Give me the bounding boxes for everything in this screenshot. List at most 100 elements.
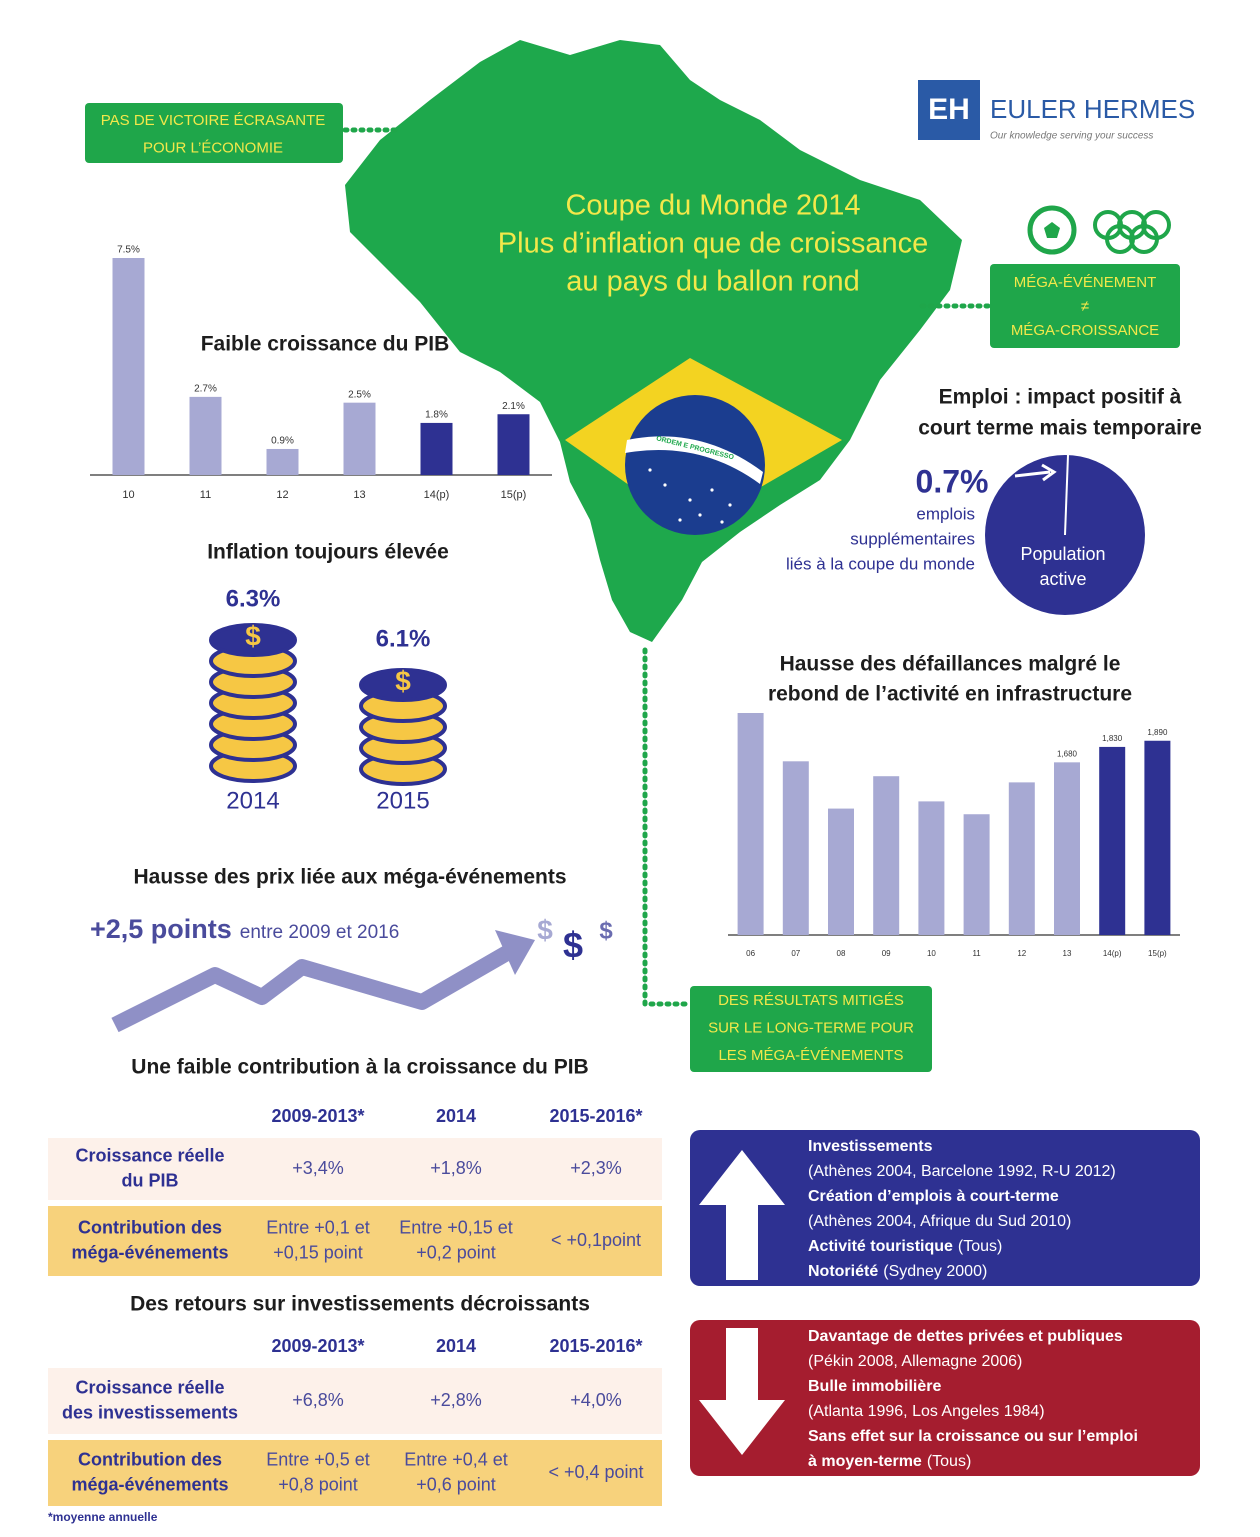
value-label: 2.5% — [348, 389, 371, 400]
table-header: 2009-2013* — [271, 1336, 364, 1356]
section-title: Inflation toujours élevée — [207, 541, 449, 564]
bar — [420, 422, 453, 475]
pie-label: active — [1039, 569, 1086, 589]
callout-box — [990, 264, 1180, 348]
employment-caption: emplois — [916, 504, 975, 523]
effect-segment: (Athènes 2004, Barcelone 1992, R-U 2012) — [808, 1163, 1116, 1180]
effect-segment: Investissements — [808, 1138, 933, 1155]
map — [345, 40, 962, 642]
x-tick-label: 14(p) — [424, 489, 450, 501]
x-tick-label: 09 — [882, 949, 891, 958]
effect-segment: (Tous) — [958, 1238, 1002, 1255]
effect-segment: Bulle immobilière — [808, 1378, 941, 1395]
bar — [343, 402, 376, 475]
effect-line: Activité touristique (Tous) — [808, 1238, 1002, 1255]
down-arrow — [699, 1328, 785, 1455]
price-detail: entre 2009 et 2016 — [240, 922, 400, 943]
x-tick-label: 12 — [276, 489, 288, 501]
effect-line: à moyen-terme (Tous) — [808, 1453, 971, 1470]
price-symbol: $ — [537, 914, 553, 945]
value-label: 1,830 — [1102, 734, 1123, 743]
table-cell: +0,8 point — [278, 1474, 358, 1494]
bar — [1144, 740, 1171, 935]
x-tick-label: 06 — [746, 949, 755, 958]
flag-globe — [625, 395, 765, 535]
bar — [828, 808, 854, 935]
coin — [209, 623, 297, 657]
table-cell: +2,3% — [570, 1158, 622, 1178]
effect-line: Bulle immobilière — [808, 1378, 941, 1395]
table-cell: +3,4% — [292, 1158, 344, 1178]
chart-title: Faible croissance du PIB — [201, 333, 450, 356]
table-cell: < +0,1point — [551, 1230, 641, 1250]
x-tick-label: 08 — [837, 949, 846, 958]
bar — [1054, 762, 1080, 935]
value-label: 1,680 — [1057, 749, 1078, 758]
table-cell: +0,15 point — [273, 1242, 363, 1262]
table-row — [48, 1138, 662, 1200]
effect-segment: Davantage de dettes privées et publiques — [808, 1328, 1123, 1345]
row-label: Croissance réelle — [75, 1377, 224, 1397]
effect-segment: (Pékin 2008, Allemagne 2006) — [808, 1353, 1022, 1370]
callout-text: PAS DE VICTOIRE ÉCRASANTE — [101, 112, 326, 129]
effect-segment: Sans effet sur la croissance ou sur l’em… — [808, 1428, 1138, 1445]
x-tick-label: 10 — [927, 949, 936, 958]
connector — [642, 647, 691, 1007]
price-arrowhead — [495, 930, 535, 975]
table-cell: +0,2 point — [416, 1242, 496, 1262]
bar — [189, 396, 222, 475]
inflation-year: 2014 — [226, 787, 279, 814]
callout-text: MÉGA-ÉVÉNEMENT — [1014, 274, 1157, 291]
price-symbol: $ — [599, 917, 613, 944]
effect-segment: (Sydney 2000) — [883, 1263, 987, 1280]
value-label: 1.8% — [425, 410, 448, 421]
callout-box — [690, 986, 932, 1072]
price-highlight: +2,5 points — [90, 914, 232, 944]
effect-segment: à moyen-terme — [808, 1453, 922, 1470]
effect-segment: (Atlanta 1996, Los Angeles 1984) — [808, 1403, 1045, 1420]
chart-title: rebond de l’activité en infrastructure — [768, 683, 1132, 706]
bar — [497, 414, 530, 475]
value-label: 1,890 — [1147, 728, 1168, 737]
rings-icon — [1093, 210, 1171, 254]
footnote: *moyenne annuelle — [48, 1510, 158, 1524]
table-row — [48, 1440, 662, 1506]
pie-slice — [1064, 454, 1069, 536]
effect-segment: Activité touristique — [808, 1238, 953, 1255]
table-cell: +2,8% — [430, 1390, 482, 1410]
title: Plus d’inflation que de croissance — [498, 228, 928, 260]
x-tick-label: 12 — [1017, 949, 1026, 958]
bar — [1099, 746, 1126, 935]
table-row — [48, 1368, 662, 1434]
section-title: court terme mais temporaire — [918, 417, 1202, 440]
x-tick-label: 10 — [122, 489, 134, 501]
callout-text: DES RÉSULTATS MITIGÉS — [718, 992, 904, 1009]
bar — [782, 761, 809, 935]
value-label: 2.7% — [194, 384, 217, 395]
logo-name: EULER HERMES — [990, 94, 1195, 124]
chart-title: Hausse des défaillances malgré le — [780, 653, 1121, 676]
table-header: 2014 — [436, 1106, 476, 1126]
table-cell: Entre +0,5 et — [266, 1449, 370, 1469]
coin-symbol: $ — [395, 665, 411, 696]
table-cell: +4,0% — [570, 1390, 622, 1410]
bar — [873, 776, 900, 935]
bar — [737, 713, 764, 935]
table-header: 2014 — [436, 1336, 476, 1356]
title: Coupe du Monde 2014 — [565, 190, 860, 222]
x-tick-label: 11 — [972, 949, 981, 958]
value-label: 7.5% — [117, 245, 140, 256]
bar — [1008, 782, 1035, 935]
positive-box — [690, 1130, 1200, 1286]
bar — [963, 814, 990, 935]
callout-text: LES MÉGA-ÉVÉNEMENTS — [718, 1047, 903, 1064]
bar — [112, 258, 145, 475]
row-label: Contribution des — [78, 1449, 222, 1469]
effect-line: (Atlanta 1996, Los Angeles 1984) — [808, 1403, 1045, 1420]
inflation-label: 6.3% — [226, 585, 281, 612]
logo-tagline: Our knowledge serving your success — [990, 131, 1153, 142]
callout-text: SUR LE LONG-TERME POUR — [708, 1019, 914, 1036]
row-label: méga-événements — [71, 1242, 228, 1262]
effect-line: (Athènes 2004, Afrique du Sud 2010) — [808, 1213, 1071, 1230]
